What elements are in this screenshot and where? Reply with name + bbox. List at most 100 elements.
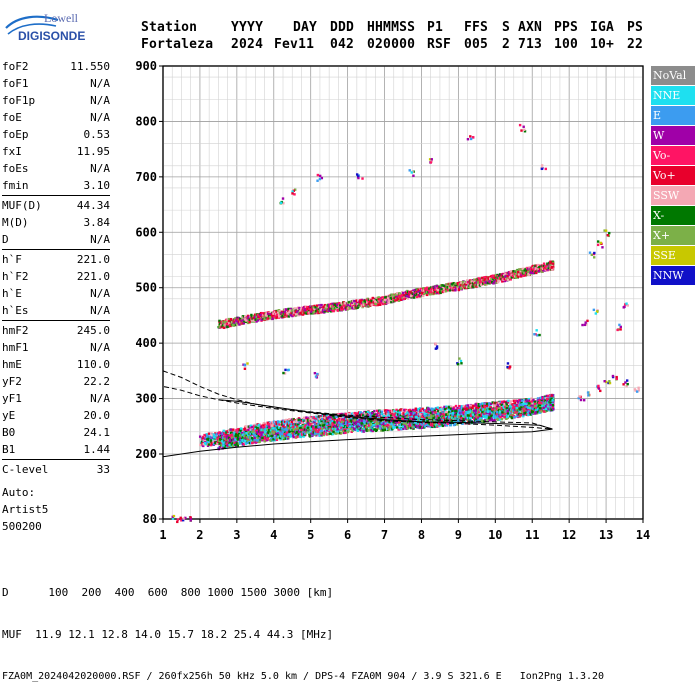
echo-point xyxy=(213,436,215,438)
echo-point xyxy=(349,428,351,430)
y-tick-label: 400 xyxy=(135,336,157,350)
echo-point xyxy=(381,410,383,412)
echo-point xyxy=(493,405,495,407)
echo-point xyxy=(375,430,377,432)
echo-point xyxy=(318,426,320,428)
echo-point xyxy=(546,398,548,400)
echo-point xyxy=(226,326,228,328)
echo-point xyxy=(501,411,503,413)
echo-point xyxy=(244,425,246,427)
echo-point xyxy=(474,403,476,405)
echo-point xyxy=(514,400,516,402)
echo-point xyxy=(261,437,263,439)
echo-point xyxy=(452,408,454,410)
x-tick-label: 3 xyxy=(233,528,240,542)
echo-point xyxy=(496,411,498,413)
echo-point xyxy=(292,435,294,437)
x-tick-label: 13 xyxy=(599,528,613,542)
echo-point xyxy=(259,440,261,442)
echo-point xyxy=(208,433,210,435)
echo-point xyxy=(271,435,273,437)
y-tick-label: 200 xyxy=(135,447,157,461)
echo-point xyxy=(303,417,305,419)
echo-point xyxy=(240,427,242,429)
echo-point xyxy=(550,395,552,397)
echo-point xyxy=(487,411,489,413)
echo-point xyxy=(526,399,528,401)
echo-point xyxy=(369,422,371,424)
echo-point xyxy=(335,432,337,434)
echo-point xyxy=(365,428,367,430)
echo-point xyxy=(438,417,440,419)
echo-point xyxy=(288,433,290,435)
echo-point xyxy=(222,444,224,446)
echo-point xyxy=(213,433,215,435)
x-tick-label: 8 xyxy=(418,528,425,542)
echo-point xyxy=(510,416,512,418)
echo-point xyxy=(472,405,474,407)
y-tick-label: 800 xyxy=(135,114,157,128)
echo-point xyxy=(329,416,331,418)
y-tick-label: 80 xyxy=(143,512,157,526)
echo-point xyxy=(481,420,483,422)
echo-point xyxy=(244,440,246,442)
echo-point xyxy=(425,409,427,411)
echo-point xyxy=(321,427,323,429)
echo-point xyxy=(534,405,536,407)
echo-point xyxy=(540,410,542,412)
echo-point xyxy=(372,424,374,426)
echo-point xyxy=(361,420,363,422)
echo-point xyxy=(349,425,351,427)
echo-point xyxy=(399,409,401,411)
echo-point xyxy=(520,414,522,416)
echo-point xyxy=(427,408,429,410)
echo-point xyxy=(513,416,515,418)
echo-point xyxy=(507,412,509,414)
echo-point xyxy=(389,410,391,412)
echo-point xyxy=(543,407,545,409)
echo-point xyxy=(434,411,436,413)
echo-point xyxy=(534,403,536,405)
echo-point xyxy=(230,318,232,320)
echo-point xyxy=(236,442,238,444)
echo-point xyxy=(296,436,298,438)
echo-point xyxy=(379,425,381,427)
echo-point xyxy=(237,444,239,446)
echo-point xyxy=(550,404,552,406)
echo-point xyxy=(340,423,342,425)
echo-point xyxy=(278,423,280,425)
echo-point xyxy=(262,426,264,428)
echo-point xyxy=(242,440,244,442)
echo-point xyxy=(371,412,373,414)
echo-point xyxy=(314,432,316,434)
echo-point xyxy=(315,426,317,428)
echo-point xyxy=(491,408,493,410)
echo-point xyxy=(347,430,349,432)
echo-point xyxy=(406,412,408,414)
x-tick-label: 6 xyxy=(344,528,351,542)
echo-point xyxy=(376,423,378,425)
echo-point xyxy=(321,418,323,420)
x-tick-label: 10 xyxy=(488,528,502,542)
echo-point xyxy=(384,429,386,431)
echo-point xyxy=(353,428,355,430)
echo-point xyxy=(230,428,232,430)
echo-point xyxy=(300,429,302,431)
echo-point xyxy=(199,444,201,446)
echo-point xyxy=(288,418,290,420)
echo-point xyxy=(382,423,384,425)
x-tick-label: 11 xyxy=(525,528,539,542)
echo-point xyxy=(373,410,375,412)
y-tick-label: 600 xyxy=(135,225,157,239)
echo-point xyxy=(208,435,210,437)
echo-point xyxy=(387,424,389,426)
echo-point xyxy=(551,399,553,401)
echo-point xyxy=(430,417,432,419)
echo-point xyxy=(506,416,508,418)
echo-point xyxy=(497,418,499,420)
x-tick-label: 12 xyxy=(562,528,576,542)
echo-point xyxy=(437,406,439,408)
echo-point xyxy=(254,437,256,439)
echo-point xyxy=(311,419,313,421)
echo-point xyxy=(509,402,511,404)
